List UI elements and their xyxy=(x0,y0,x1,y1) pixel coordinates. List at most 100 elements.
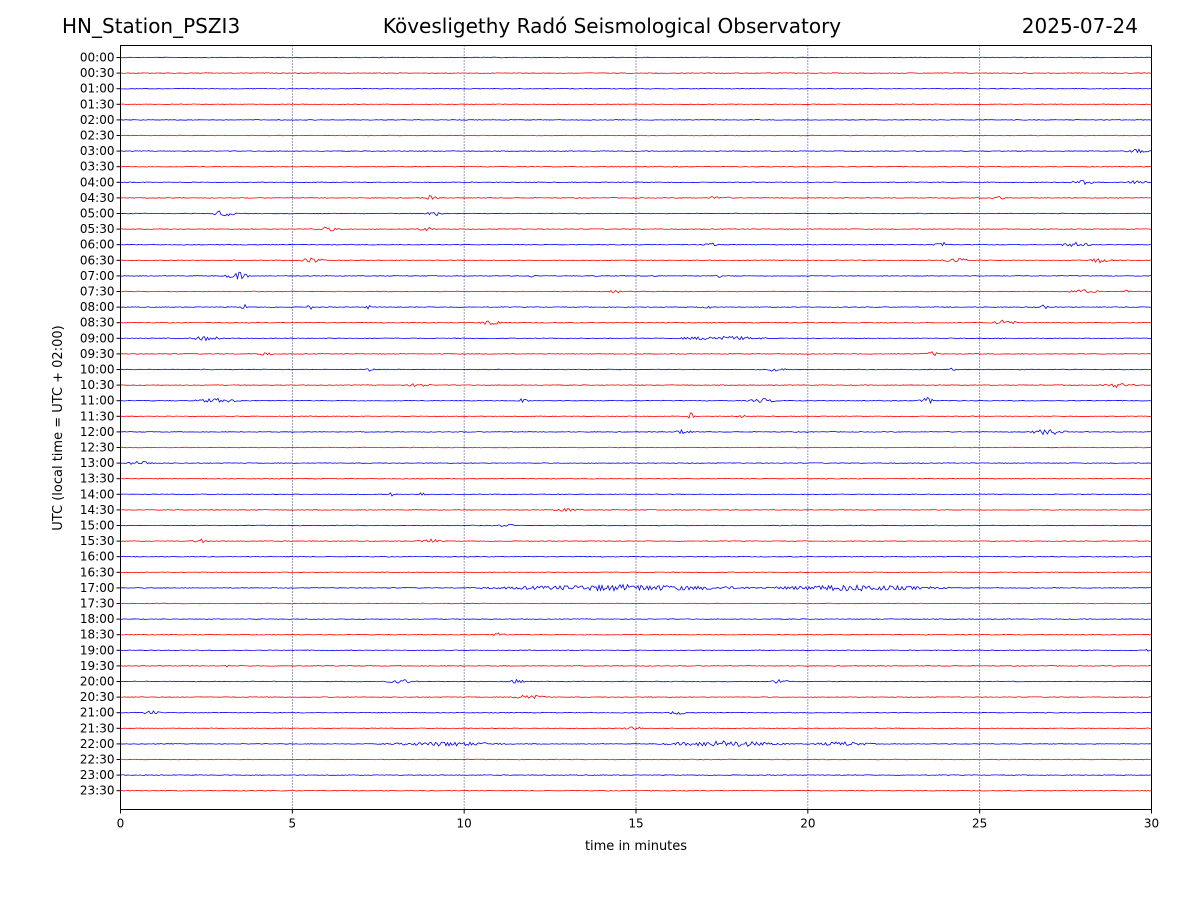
trace-row-1830 xyxy=(120,632,1152,637)
trace-row-2000 xyxy=(120,678,1152,684)
y-tick-label: 19:30 xyxy=(80,659,115,673)
trace-row-1930 xyxy=(120,664,1152,668)
date-title: 2025-07-24 xyxy=(1021,14,1138,38)
y-tick-label: 23:00 xyxy=(80,768,115,782)
y-tick-label: 21:30 xyxy=(80,721,115,735)
trace-row-1400 xyxy=(120,492,1152,497)
y-tick-label: 02:00 xyxy=(80,113,115,127)
y-tick-label: 13:00 xyxy=(80,456,115,470)
y-tick-label: 11:00 xyxy=(80,394,115,408)
x-tick-label: 20 xyxy=(800,817,815,831)
y-tick-label: 12:30 xyxy=(80,441,115,455)
trace-row-1730 xyxy=(120,602,1152,605)
y-tick-label: 11:30 xyxy=(80,409,115,423)
x-axis-label: time in minutes xyxy=(585,839,687,854)
y-tick-label: 04:30 xyxy=(80,191,115,205)
trace-row-0030 xyxy=(120,72,1152,74)
x-tick-label: 5 xyxy=(289,817,297,831)
grid-lines xyxy=(291,45,981,810)
y-tick-label: 03:30 xyxy=(80,160,115,174)
trace-row-0330 xyxy=(120,165,1152,168)
y-tick-label: 17:30 xyxy=(80,597,115,611)
y-tick-label: 20:00 xyxy=(80,675,115,689)
trace-row-1100 xyxy=(120,397,1152,405)
trace-row-0130 xyxy=(120,103,1152,106)
y-tick-label: 14:00 xyxy=(80,487,115,501)
y-tick-label: 07:00 xyxy=(80,269,115,283)
trace-row-0700 xyxy=(120,271,1152,281)
trace-row-0800 xyxy=(120,303,1152,310)
station-title: HN_Station_PSZI3 xyxy=(62,14,241,38)
y-tick-label: 17:00 xyxy=(80,581,115,595)
y-tick-label: 01:00 xyxy=(80,82,115,96)
y-tick-label: 10:30 xyxy=(80,378,115,392)
trace-row-0400 xyxy=(120,180,1152,186)
y-tick-label: 23:30 xyxy=(80,784,115,798)
trace-row-0000 xyxy=(120,56,1152,59)
trace-row-2130 xyxy=(120,726,1152,730)
y-tick-label: 18:00 xyxy=(80,612,115,626)
trace-row-1230 xyxy=(120,446,1152,449)
y-tick-label: 00:00 xyxy=(80,51,115,65)
trace-row-0300 xyxy=(120,148,1152,154)
y-tick-label: 15:30 xyxy=(80,534,115,548)
trace-row-1900 xyxy=(120,648,1152,652)
y-tick-label: 16:00 xyxy=(80,550,115,564)
trace-row-0230 xyxy=(120,134,1152,137)
trace-row-1630 xyxy=(120,571,1152,574)
y-tick-label: 07:30 xyxy=(80,285,115,299)
y-tick-label: 08:00 xyxy=(80,300,115,314)
trace-row-2230 xyxy=(120,758,1152,761)
y-tick-label: 03:00 xyxy=(80,144,115,158)
trace-row-1130 xyxy=(120,412,1152,419)
y-tick-label: 22:30 xyxy=(80,753,115,767)
y-tick-label: 06:30 xyxy=(80,253,115,267)
trace-lines xyxy=(120,56,1152,792)
observatory-title: Kövesligethy Radó Seismological Observat… xyxy=(382,14,842,38)
y-tick-label: 15:00 xyxy=(80,519,115,533)
trace-row-2300 xyxy=(120,774,1152,776)
trace-row-1600 xyxy=(120,555,1152,558)
trace-row-1700 xyxy=(120,583,1152,592)
x-tick-label: 10 xyxy=(457,817,472,831)
x-tick-label: 15 xyxy=(628,817,643,831)
y-tick-label: 08:30 xyxy=(80,316,115,330)
trace-row-0100 xyxy=(120,87,1152,90)
y-tick-label: 12:00 xyxy=(80,425,115,439)
y-tick-label: 10:00 xyxy=(80,363,115,377)
trace-row-1200 xyxy=(120,428,1152,436)
trace-row-0900 xyxy=(120,335,1152,342)
trace-row-0430 xyxy=(120,195,1152,200)
y-tick-label: 21:00 xyxy=(80,706,115,720)
y-tick-label: 05:30 xyxy=(80,222,115,236)
y-tick-label: 00:30 xyxy=(80,66,115,80)
y-tick-label: 19:00 xyxy=(80,643,115,657)
trace-row-2200 xyxy=(120,740,1152,747)
trace-row-0200 xyxy=(120,119,1152,121)
trace-row-0530 xyxy=(120,226,1152,232)
trace-row-1030 xyxy=(120,382,1152,389)
trace-row-0930 xyxy=(120,350,1152,357)
y-tick-label: 13:30 xyxy=(80,472,115,486)
y-tick-label: 22:00 xyxy=(80,737,115,751)
trace-row-1000 xyxy=(120,367,1152,372)
y-tick-label: 09:00 xyxy=(80,331,115,345)
trace-row-0630 xyxy=(120,257,1152,264)
y-tick-label: 16:30 xyxy=(80,565,115,579)
y-tick-label: 20:30 xyxy=(80,690,115,704)
trace-row-1430 xyxy=(120,507,1152,513)
trace-row-2330 xyxy=(120,789,1152,792)
trace-row-1800 xyxy=(120,618,1152,620)
y-tick-label: 14:30 xyxy=(80,503,115,517)
trace-row-0500 xyxy=(120,210,1152,217)
y-axis-label: UTC (local time = UTC + 02:00) xyxy=(51,325,66,530)
trace-row-0600 xyxy=(120,241,1152,248)
y-tick-label: 09:30 xyxy=(80,347,115,361)
trace-row-0730 xyxy=(120,289,1152,294)
y-tick-label: 06:00 xyxy=(80,238,115,252)
trace-row-1300 xyxy=(120,460,1152,465)
trace-row-1530 xyxy=(120,538,1152,544)
